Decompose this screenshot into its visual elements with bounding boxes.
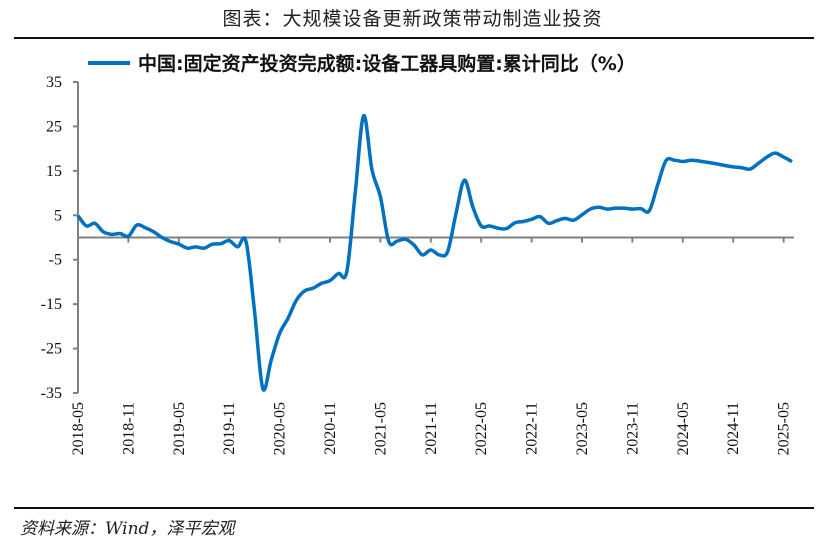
x-tick-label: 2022-11 [524,402,541,455]
x-axis: 2018-05 2018-11 2019-05 2019-11 2020-05 2020-… [70,236,794,455]
top-divider [14,37,814,39]
y-tick-label: -15 [41,296,62,313]
x-tick-label: 2023-11 [624,402,641,455]
y-tick-label: 25 [46,118,62,135]
x-tick-label: 2021-05 [372,402,389,455]
x-tick-label: 2019-11 [221,402,238,455]
y-tick-label: -35 [41,385,62,402]
x-tick-label: 2019-05 [171,402,188,455]
x-tick-label: 2022-05 [473,402,490,455]
y-tick-label: 15 [46,163,62,180]
x-tick-label: 2024-11 [725,402,742,455]
y-tick-label: 5 [54,207,62,224]
x-tick-label: 2020-05 [272,402,289,455]
x-tick-label: 2018-11 [120,402,137,455]
x-tick-label: 2025-05 [776,402,793,455]
legend: 中国:固定资产投资完成额:设备工器具购置:累计同比（%） [88,52,636,75]
y-tick-label: 35 [46,74,62,91]
x-tick-label: 2024-05 [675,402,692,455]
x-tick-label: 2020-11 [322,402,339,455]
y-tick-label: -25 [41,341,62,358]
y-axis: 35 25 15 5 -5 -15 -25 -35 [41,74,79,402]
y-tick-label: -5 [49,252,62,269]
chart-title: 图表：大规模设备更新政策带动制造业投资 [222,8,603,30]
data-points [77,115,793,389]
series-line [76,114,793,392]
x-tick-label: 2018-05 [70,402,87,455]
x-tick-label: 2023-05 [574,402,591,455]
bottom-divider [14,507,814,509]
x-tick-label: 2021-11 [423,402,440,455]
source-note: 资料来源：Wind，泽平宏观 [20,519,235,539]
legend-label: 中国:固定资产投资完成额:设备工器具购置:累计同比（%） [138,52,636,75]
